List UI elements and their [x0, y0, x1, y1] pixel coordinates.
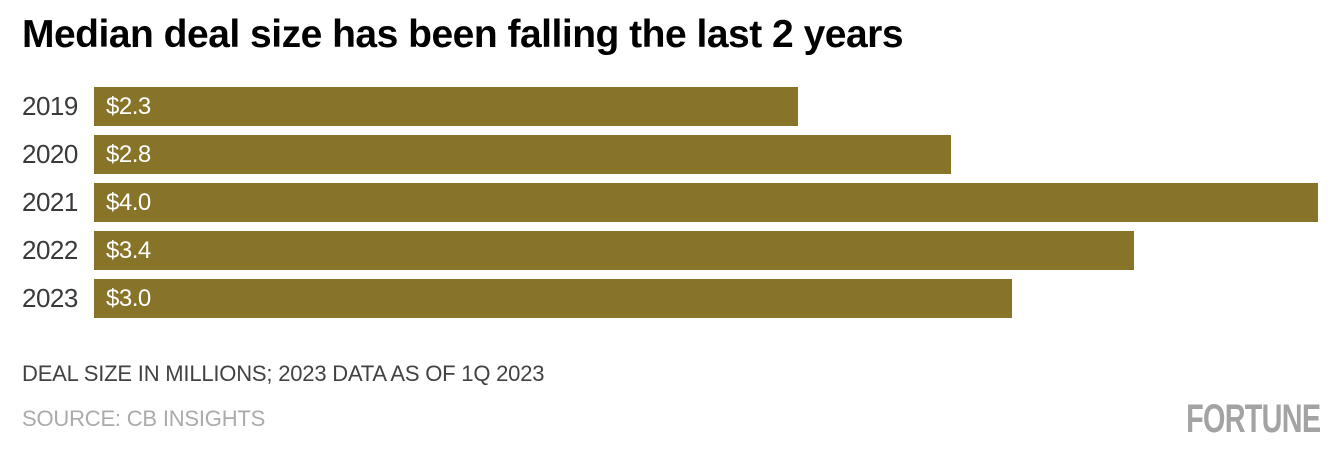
bar-track: $2.8	[94, 135, 1318, 174]
year-label: 2019	[22, 91, 78, 121]
source-credit: SOURCE: CB INSIGHTS	[22, 406, 266, 431]
bar: $2.3	[94, 87, 798, 126]
bar: $3.0	[94, 279, 1012, 318]
bar-track: $3.4	[94, 231, 1318, 270]
chart-row: 2019 $2.3	[22, 87, 1318, 126]
value-label: $4.0	[106, 188, 151, 216]
year-label: 2022	[22, 235, 78, 265]
year-label: 2023	[22, 283, 78, 313]
value-label: $2.8	[106, 140, 151, 168]
chart-title: Median deal size has been falling the la…	[22, 13, 904, 56]
chart-note: DEAL SIZE IN MILLIONS; 2023 DATA AS OF 1…	[22, 361, 545, 386]
bar-chart: 2019 $2.3 2020 $2.8 2021 $4.0 2022 $3.4 2023 $3.0	[22, 87, 1318, 327]
bar-track: $3.0	[94, 279, 1318, 318]
bar-track: $4.0	[94, 183, 1318, 222]
bar: $2.8	[94, 135, 951, 174]
chart-row: 2021 $4.0	[22, 183, 1318, 222]
value-label: $2.3	[106, 92, 151, 120]
value-label: $3.4	[106, 236, 151, 264]
bar-track: $2.3	[94, 87, 1318, 126]
chart-row: 2023 $3.0	[22, 279, 1318, 318]
value-label: $3.0	[106, 284, 151, 312]
chart-row: 2020 $2.8	[22, 135, 1318, 174]
fortune-logo: FORTUNE	[1185, 397, 1321, 441]
bar: $4.0	[94, 183, 1318, 222]
year-label: 2020	[22, 139, 78, 169]
year-label: 2021	[22, 187, 78, 217]
chart-row: 2022 $3.4	[22, 231, 1318, 270]
bar: $3.4	[94, 231, 1135, 270]
